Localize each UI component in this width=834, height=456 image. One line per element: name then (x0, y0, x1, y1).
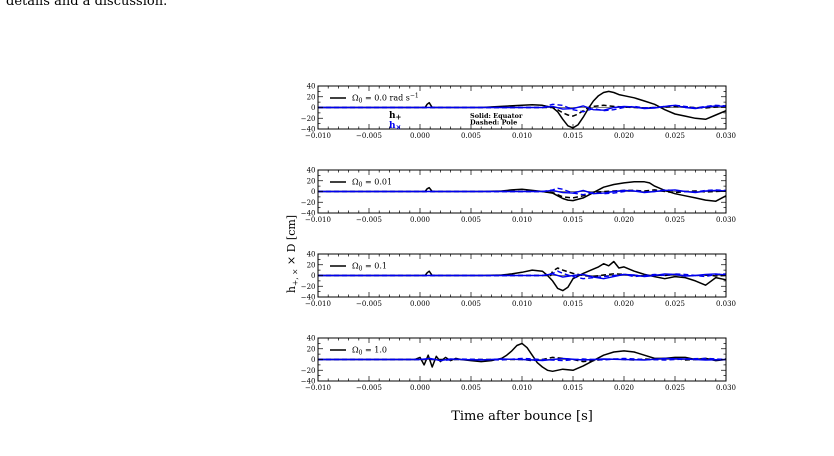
x-axis-label: Time after bounce [s] (451, 409, 593, 424)
panel-label-sub: 0 (359, 350, 363, 357)
x-tick-label: −0.010 (305, 384, 331, 392)
y-tick-label: 0 (311, 104, 315, 112)
x-tick-label: 0.025 (665, 132, 685, 140)
panel-label-sub: 0 (359, 182, 363, 189)
y-tick-label: 0 (311, 188, 315, 196)
panel-3: −0.010 −0.005 0.000 0.005 0.010 0.015 0.020 0.0… (301, 251, 736, 309)
x-tick-label: 0.030 (716, 132, 736, 140)
panel-label: Ω0 = 0.01 (352, 178, 392, 189)
legend-h-cross-main: h (389, 121, 396, 131)
y-tick-label: −20 (301, 283, 316, 291)
legend-h-plus: h+ (389, 111, 402, 122)
x-tick-label: 0.015 (563, 132, 583, 140)
x-tick-label: 0.000 (410, 300, 430, 308)
y-tick-label: 20 (307, 177, 316, 185)
x-tick-label: −0.005 (356, 384, 382, 392)
y-tick-label: −20 (301, 199, 316, 207)
y-tick-label: 0 (311, 356, 315, 364)
panel-label-rest: = 0.0 rad s (362, 94, 409, 103)
x-tick-label: 0.010 (512, 384, 532, 392)
y-axis-label: h+, × × D [cm] (285, 215, 300, 293)
y-tick-label: 40 (307, 167, 316, 175)
legend-h-cross: h× (389, 121, 401, 132)
legend-h-plus-sub: + (396, 113, 402, 122)
x-tick-label: −0.010 (305, 300, 331, 308)
series-cross-dashed (318, 103, 727, 113)
y-tick-label: −40 (301, 294, 316, 302)
y-tick-label: 40 (307, 251, 316, 259)
legend-h-plus-main: h (389, 111, 396, 121)
y-tick-label: −40 (301, 378, 316, 386)
y-tick-label: −40 (301, 126, 316, 134)
y-tick-label: 40 (307, 335, 316, 343)
panel-label: Ω0 = 0.1 (352, 262, 387, 273)
x-tick-label: 0.030 (716, 384, 736, 392)
x-tick-label: −0.010 (305, 216, 331, 224)
x-tick-label: 0.010 (512, 132, 532, 140)
panel-label-sup: −1 (410, 93, 419, 100)
y-tick-label: 40 (307, 83, 316, 91)
legend-style-dashed: Dashed: Pole (470, 119, 517, 127)
panel-label: Ω0 = 0.0 rad s−1 (352, 93, 419, 105)
x-tick-label: 0.005 (461, 216, 481, 224)
x-tick-label: 0.030 (716, 216, 736, 224)
panel-label: Ω0 = 1.0 (352, 346, 387, 357)
panel-label-sub: 0 (359, 98, 363, 105)
x-tick-label: −0.010 (305, 132, 331, 140)
x-tick-label: 0.005 (461, 300, 481, 308)
x-tick-label: 0.020 (614, 384, 634, 392)
x-tick-label: 0.020 (614, 216, 634, 224)
x-tick-label: −0.005 (356, 132, 382, 140)
x-tick-label: 0.000 (410, 384, 430, 392)
x-tick-label: −0.005 (356, 216, 382, 224)
series-cross-dashed (318, 357, 727, 362)
y-axis-label-main: h (285, 286, 298, 293)
y-tick-label: −40 (301, 210, 316, 218)
y-tick-label: 0 (311, 272, 315, 280)
x-tick-label: 0.005 (461, 384, 481, 392)
y-tick-label: −20 (301, 115, 316, 123)
x-tick-label: 0.020 (614, 300, 634, 308)
panel-label-rest: = 0.1 (362, 262, 387, 271)
y-tick-label: 20 (307, 93, 316, 101)
x-tick-label: 0.005 (461, 132, 481, 140)
x-tick-label: 0.000 (410, 216, 430, 224)
panel-4: −0.010 −0.005 0.000 0.005 0.010 0.015 0.020 0.0… (301, 335, 736, 393)
x-tick-label: 0.015 (563, 300, 583, 308)
panel-label-main: Ω (352, 262, 359, 271)
x-tick-label: 0.030 (716, 300, 736, 308)
panels-layer: −0.010 −0.005 0.000 0.005 0.010 0.015 0.020 0.0… (301, 83, 736, 393)
x-tick-label: 0.010 (512, 216, 532, 224)
panel-label-main: Ω (352, 346, 359, 355)
y-axis-label-sub: +, × (291, 269, 300, 286)
legend-h-cross-sub: × (396, 123, 402, 132)
y-axis-label-rest: × D [cm] (285, 215, 298, 269)
x-tick-label: 0.025 (665, 300, 685, 308)
panel-label-rest: = 0.01 (362, 178, 392, 187)
panel-label-main: Ω (352, 178, 359, 187)
x-tick-label: 0.010 (512, 300, 532, 308)
panel-1: −0.010 −0.005 0.000 0.005 0.010 0.015 0.020 0.0… (301, 83, 736, 141)
panel-2: −0.010 −0.005 0.000 0.005 0.010 0.015 0.020 0.0… (301, 167, 736, 225)
y-tick-label: 20 (307, 261, 316, 269)
panel-label-sub: 0 (359, 266, 363, 273)
x-tick-label: 0.025 (665, 216, 685, 224)
x-tick-label: 0.015 (563, 216, 583, 224)
panel-label-main: Ω (352, 94, 359, 103)
legend-style-solid: Solid: Equator (470, 112, 523, 120)
x-tick-label: 0.020 (614, 132, 634, 140)
caption-fragment: details and a discussion. (6, 0, 168, 9)
x-tick-label: −0.005 (356, 300, 382, 308)
x-tick-label: 0.000 (410, 132, 430, 140)
panel-label-rest: = 1.0 (362, 346, 387, 355)
x-tick-label: 0.015 (563, 384, 583, 392)
series-cross-solid (318, 104, 727, 111)
x-tick-label: 0.025 (665, 384, 685, 392)
y-tick-label: −20 (301, 367, 316, 375)
y-tick-label: 20 (307, 345, 316, 353)
